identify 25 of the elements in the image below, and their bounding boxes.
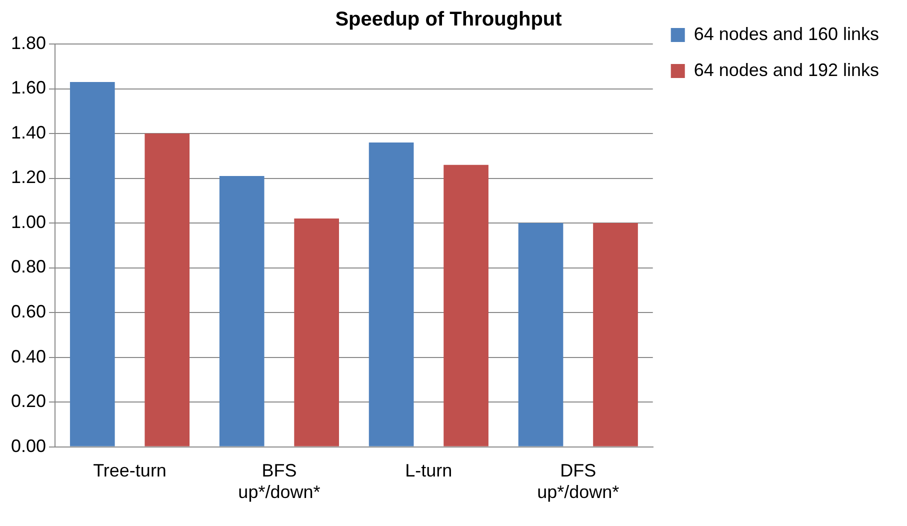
y-tick-label: 1.40 (10, 122, 46, 142)
y-tick-label: 0.80 (10, 256, 46, 277)
x-tick-label: L-turn (405, 460, 452, 481)
bar (70, 82, 115, 446)
y-tick-label: 1.20 (10, 167, 46, 188)
y-tick-label: 0.60 (10, 302, 46, 322)
y-tick-label: 1.80 (10, 32, 46, 53)
y-tick-label: 0.20 (10, 391, 46, 412)
x-tick-label: DFS up*/down* (537, 460, 620, 502)
y-tick-label: 1.60 (10, 78, 46, 98)
bar (444, 164, 488, 446)
bar (593, 223, 638, 446)
x-tick-label: Tree-turn (93, 460, 166, 481)
y-tick-label: 1.00 (10, 212, 46, 232)
legend-label: 64 nodes and 160 links (694, 24, 880, 44)
chart-title: Speedup of Throughput (335, 8, 562, 31)
bar (518, 223, 564, 446)
legend-label: 64 nodes and 192 links (694, 60, 880, 80)
x-tick-label: BFS up*/down* (238, 460, 320, 502)
bar (144, 134, 190, 446)
bar (294, 218, 339, 446)
bar (219, 176, 264, 446)
y-tick-label: 0.00 (10, 436, 46, 456)
y-tick-label: 0.40 (10, 346, 46, 366)
bar (368, 142, 414, 446)
